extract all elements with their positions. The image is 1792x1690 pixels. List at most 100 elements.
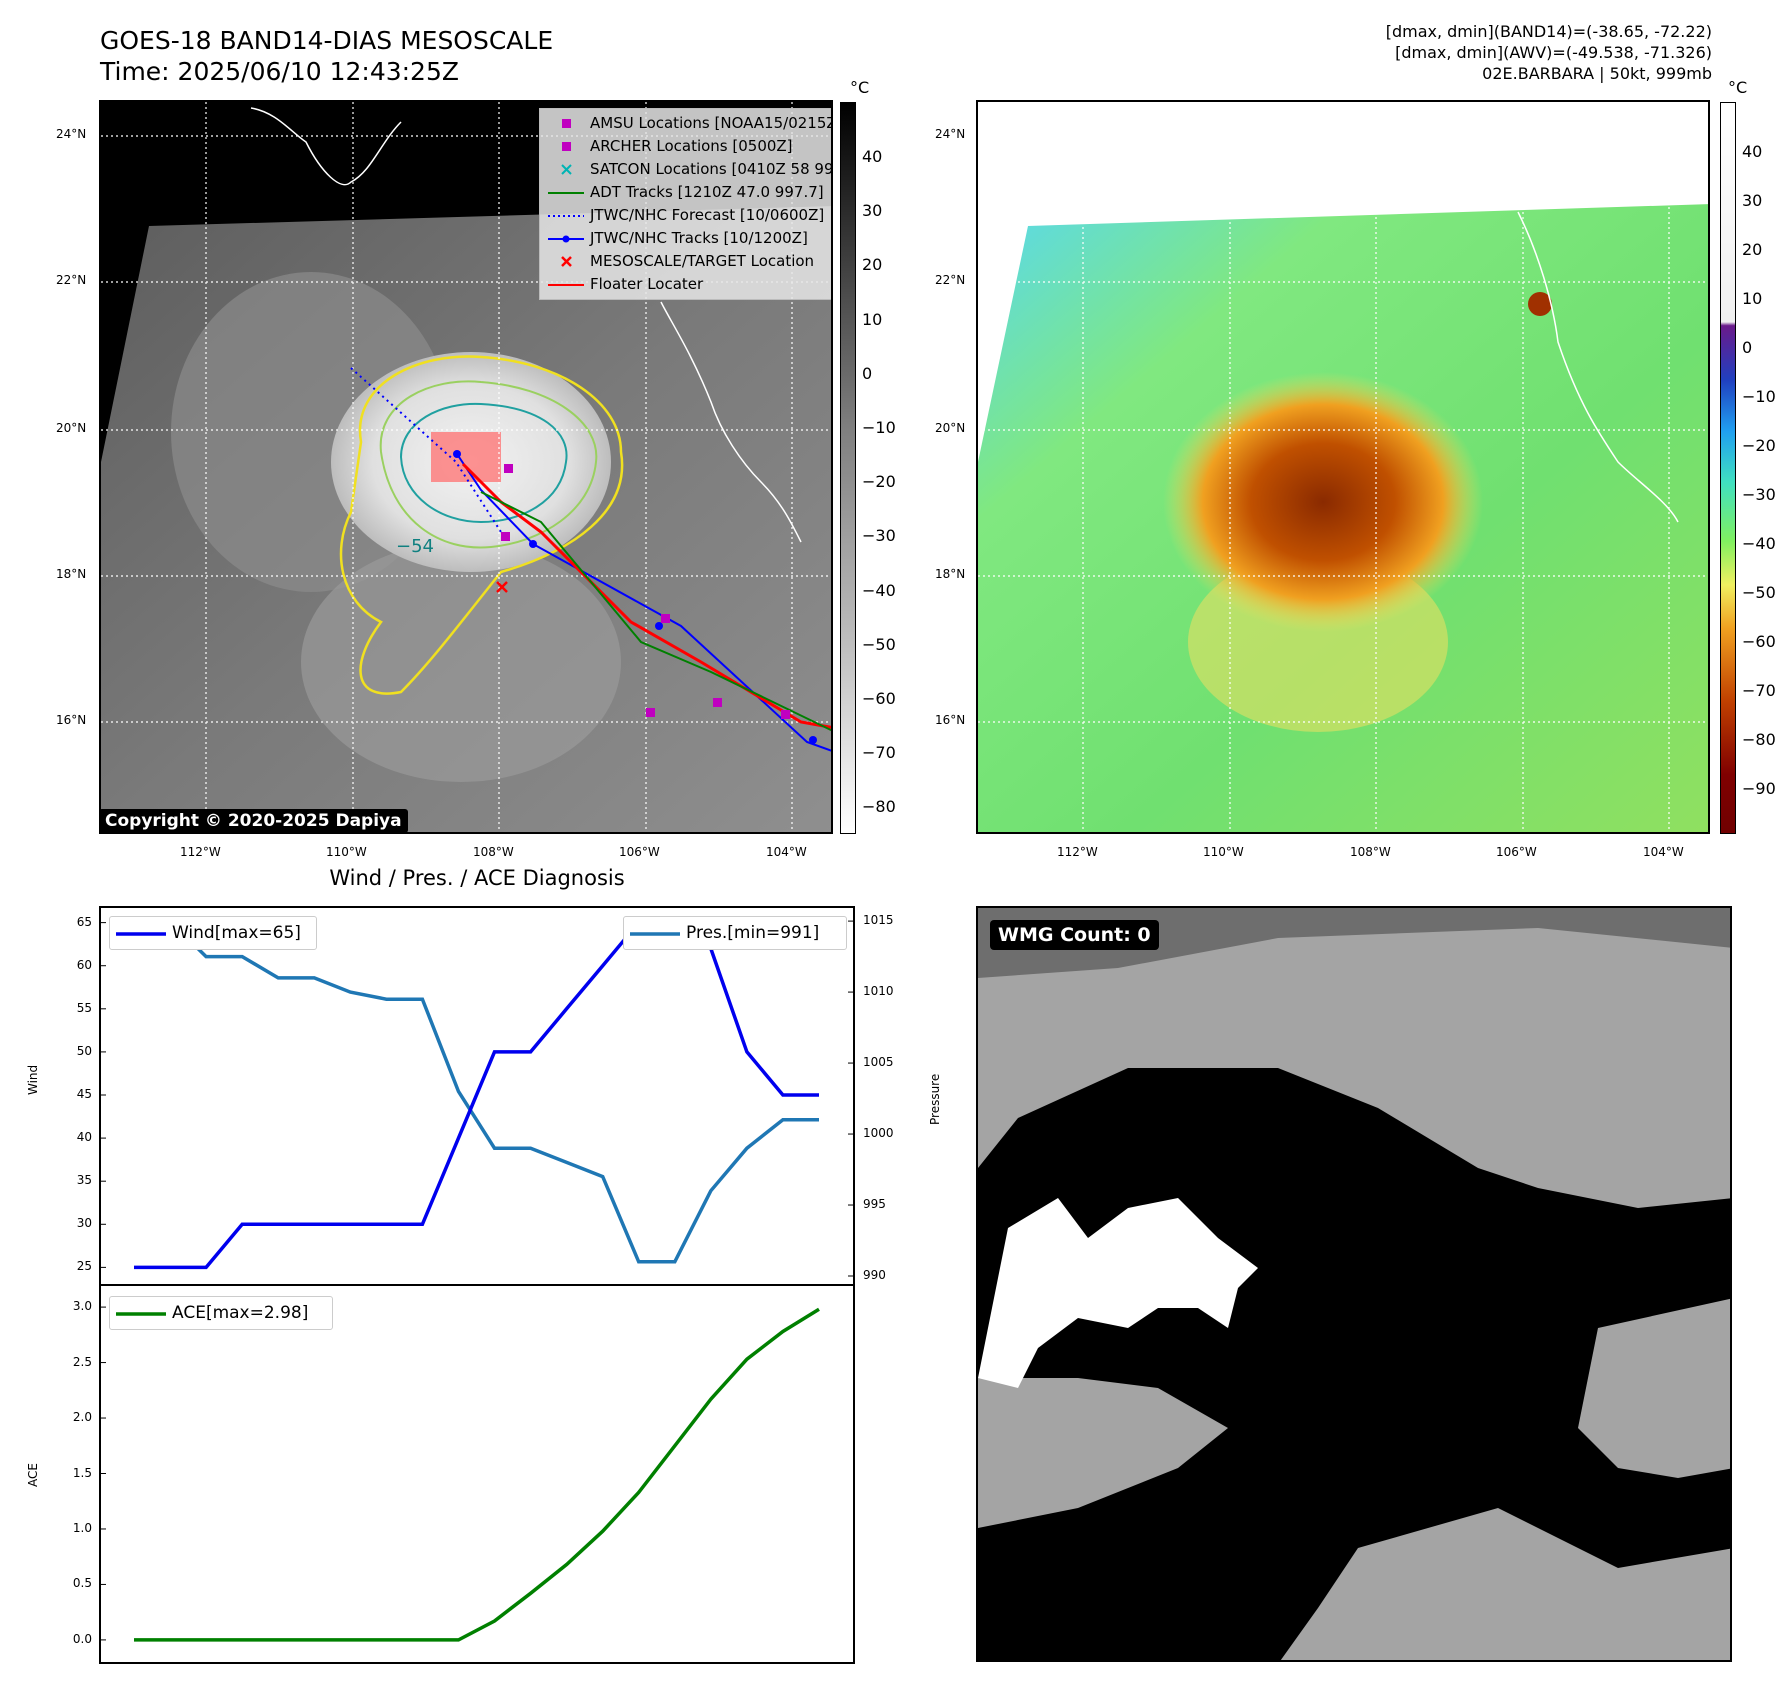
pressure-axis-label: Pressure [928,1073,942,1125]
awv-lat-label: 20°N [935,421,966,435]
ir-lat-label: 18°N [56,567,87,581]
ir-lon-label: 104°W [766,845,807,859]
legend-floater: Floater Locater [548,275,704,293]
awv-lon-label: 110°W [1203,845,1244,859]
ace-legend: ACE[max=2.98] [109,1296,333,1330]
ir-lon-label: 112°W [180,845,221,859]
legend-adt: ADT Tracks [1210Z 47.0 997.7] [548,183,824,201]
legend-amsu: AMSU Locations [NOAA15/0215Z 59 990] [540,113,831,135]
awv-lon-label: 106°W [1496,845,1537,859]
ace-axis-tick-label: 2.5 [72,1354,92,1369]
contour-label: −54 [396,536,434,557]
awv-lat-label: 16°N [935,713,966,727]
wind-axis-tick-label: 65 [76,914,92,929]
wind-axis-label: Wind [26,1064,40,1095]
pressure-series-line [134,919,819,1264]
awv-colorbar-tick-label: −50 [1742,583,1776,602]
wind-axis-tick-label: 30 [76,1216,92,1231]
ir-colorbar-tick-label: −30 [862,526,896,546]
ir-colorbar-tick-label: −40 [862,580,896,600]
ir-colorbar-tick-label: −20 [862,472,896,492]
chart-time: Time: 2025/06/10 12:43:25Z [100,57,459,86]
awv-colorbar-tick-label: 30 [1742,191,1763,210]
ir-colorbar-unit: °C [850,78,870,97]
ace-axis-tick-label: 0.0 [72,1631,92,1646]
awv-lon-label: 104°W [1643,845,1684,859]
awv-colorbar-tick-label: −10 [1742,387,1776,406]
ir-lat-label: 20°N [56,421,87,435]
diagnosis-panel: Wind[max=65] Pres.[min=991] ACE[max=2.98… [99,906,855,1664]
wmg-panel: WMG Count: 0 [976,906,1732,1662]
legend-forecast: JTWC/NHC Forecast [10/0600Z] [548,206,825,224]
ir-map-panel: −54 [99,100,833,834]
ir-lon-label: 106°W [619,845,660,859]
ir-colorbar-tick-label: −60 [862,689,896,708]
ir-lat-label: 24°N [56,127,87,141]
ir-gridlines [101,102,831,832]
awv-colorbar-tick-label: 20 [1742,240,1763,259]
info-awv: [dmax, dmin](AWV)=(-49.538, -71.326) [1395,43,1712,62]
legend-archer: ARCHER Locations [0500Z] [540,136,831,158]
ir-colorbar-tick-label: 0 [862,363,873,383]
awv-gridlines [978,102,1708,832]
ir-lon-label: 108°W [473,845,514,859]
diagnosis-svg [99,906,855,1664]
wind-axis-tick-label: 55 [76,1000,92,1015]
pressure-legend: Pres.[min=991] [623,916,847,950]
floater-box [431,432,501,482]
pressure-axis-tick-label: 1015 [863,913,894,928]
ace-axis-tick-label: 0.5 [72,1576,92,1591]
amsu-markers [501,464,790,719]
awv-colorbar-tick-label: −90 [1742,779,1776,798]
wind-legend: Wind[max=65] [109,916,317,950]
adt-track [480,491,831,732]
awv-coastline [1517,211,1679,523]
contour-yellow [339,355,624,695]
ir-colorbar-tick-label: 30 [862,201,883,221]
target-marker [496,581,508,593]
wmg-svg [978,908,1730,1660]
awv-colorbar-tick-label: −60 [1742,632,1776,651]
pressure-axis-tick-label: 990 [863,1268,886,1282]
copyright-badge: Copyright © 2020-2025 Dapiya [101,809,408,832]
wmg-white-region [978,1198,1258,1388]
awv-storm-core [1163,372,1483,632]
pressure-axis-tick-label: 1000 [863,1126,894,1141]
contour-teal [399,402,568,524]
awv-lat-label: 24°N [935,127,966,141]
wmg-count-badge: WMG Count: 0 [990,920,1159,950]
awv-lon-label: 108°W [1350,845,1391,859]
legend-jtwc: JTWC/NHC Tracks [10/1200Z] [540,228,831,250]
awv-lat-label: 22°N [935,273,966,287]
legend-satcon: SATCON Locations [0410Z 58 991] [540,159,831,181]
awv-colorbar-tick-label: 40 [1742,142,1763,161]
info-band14: [dmax, dmin](BAND14)=(-38.65, -72.22) [1385,22,1712,41]
awv-lat-label: 18°N [935,567,966,581]
wind-axis-tick-label: 45 [76,1087,92,1101]
ace-axis-tick-label: 1.0 [72,1520,92,1535]
awv-colorbar-tick-label: −80 [1742,730,1776,749]
ir-colorbar-tick-label: −50 [862,634,896,654]
info-storm: 02E.BARBARA | 50kt, 999mb [1482,64,1712,83]
pressure-axis-tick-label: 1010 [863,984,894,999]
awv-map-svg [978,102,1708,832]
ace-series-line [134,1307,820,1642]
pressure-axis-tick-label: 1005 [863,1055,894,1070]
ace-axis-tick-label: 2.0 [72,1410,92,1425]
wind-axis-tick-label: 25 [76,1259,92,1274]
ace-axis-tick-label: 1.5 [72,1465,92,1480]
diagnosis-title: Wind / Pres. / ACE Diagnosis [329,866,625,890]
ir-colorbar [840,102,856,834]
ir-colorbar-tick-label: 40 [862,147,883,166]
awv-map-panel [976,100,1710,834]
legend-target: MESOSCALE/TARGET Location [540,251,831,273]
awv-colorbar-tick-label: −40 [1742,534,1776,553]
pressure-axis-tick-label: 995 [863,1197,886,1212]
ir-lat-label: 22°N [56,273,87,287]
awv-lon-label: 112°W [1057,845,1098,859]
wmg-gray-region [978,928,1730,1208]
ir-lat-label: 16°N [56,713,87,727]
wind-axis-tick-label: 35 [76,1173,92,1188]
ace-axis-label: ACE [26,1463,40,1487]
ir-colorbar-tick-label: 20 [862,255,883,275]
